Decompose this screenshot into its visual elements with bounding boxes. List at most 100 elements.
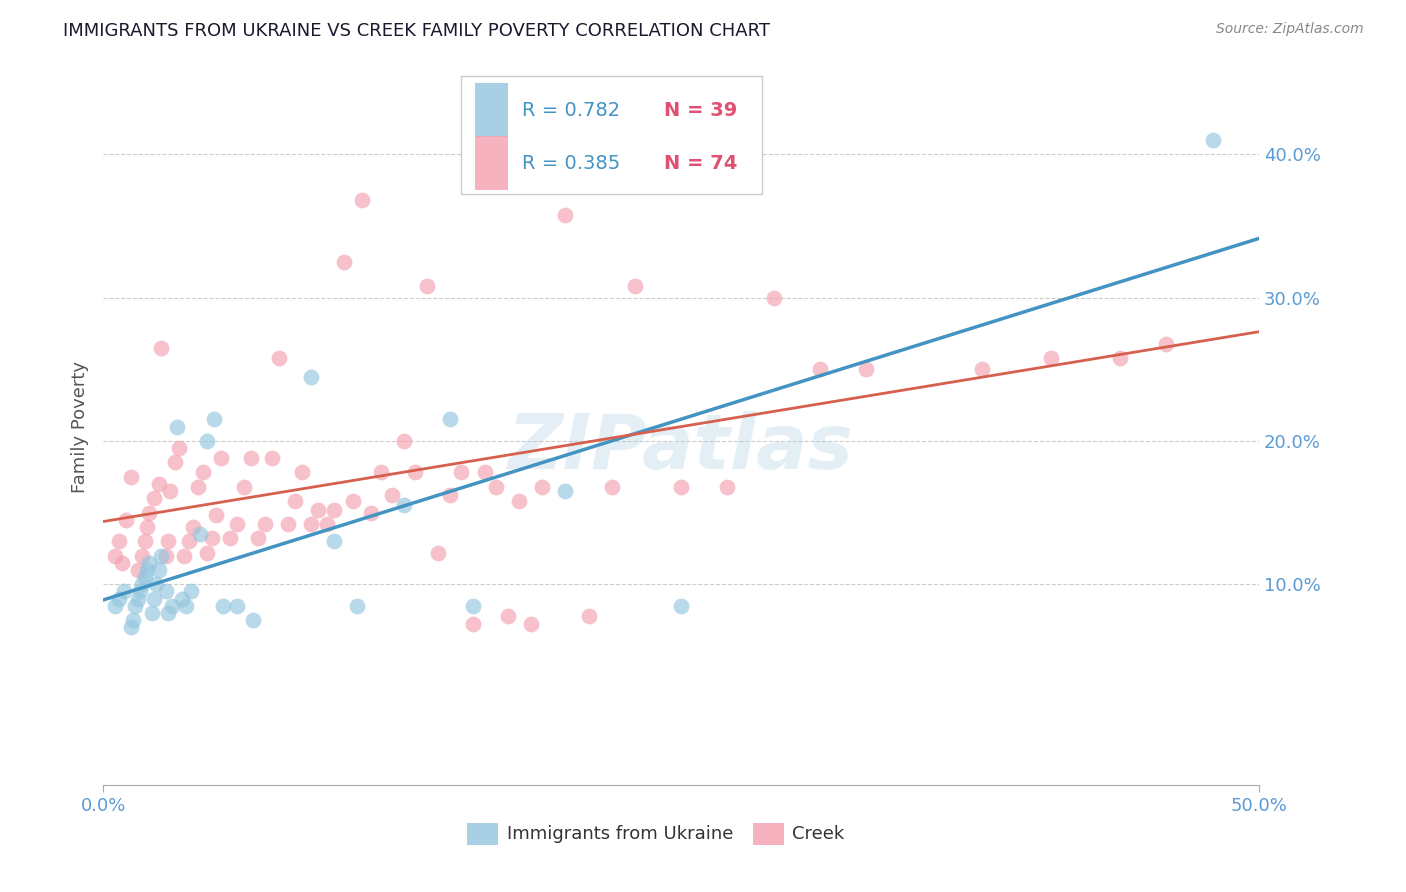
Point — [242, 613, 264, 627]
Point — [209, 451, 232, 466]
Point — [332, 255, 354, 269]
Point — [323, 502, 346, 516]
Point — [141, 606, 163, 620]
Point — [131, 577, 153, 591]
Point — [669, 599, 692, 613]
Point — [226, 599, 249, 613]
Y-axis label: Family Poverty: Family Poverty — [72, 360, 89, 492]
Point — [149, 341, 172, 355]
Point — [247, 532, 270, 546]
Point — [233, 480, 256, 494]
Point — [143, 491, 166, 506]
Point — [112, 584, 135, 599]
Point — [104, 549, 127, 563]
Point — [104, 599, 127, 613]
Point — [111, 556, 134, 570]
Point — [191, 466, 214, 480]
Point — [291, 466, 314, 480]
Point — [439, 412, 461, 426]
Point — [716, 480, 738, 494]
Point — [404, 466, 426, 480]
Point — [531, 480, 554, 494]
Point — [342, 494, 364, 508]
Point — [188, 527, 211, 541]
Point — [124, 599, 146, 613]
Text: N = 39: N = 39 — [664, 101, 737, 120]
Point — [392, 434, 415, 448]
Text: Immigrants from Ukraine: Immigrants from Ukraine — [506, 825, 733, 843]
Point — [173, 549, 195, 563]
Point — [219, 532, 242, 546]
Point — [155, 584, 177, 599]
Point — [120, 469, 142, 483]
Point — [427, 546, 450, 560]
Point — [600, 480, 623, 494]
Point — [162, 599, 184, 613]
Point — [1109, 351, 1132, 365]
Point — [187, 480, 209, 494]
Text: R = 0.385: R = 0.385 — [522, 153, 620, 172]
Point — [134, 570, 156, 584]
Text: ZIPatlas: ZIPatlas — [508, 411, 853, 485]
Point — [392, 499, 415, 513]
Point — [149, 549, 172, 563]
Point — [156, 606, 179, 620]
Point — [474, 466, 496, 480]
Point — [267, 351, 290, 365]
Point — [360, 506, 382, 520]
Point — [1202, 133, 1225, 147]
Point — [350, 194, 373, 208]
Point — [1156, 336, 1178, 351]
Point — [212, 599, 235, 613]
Point — [136, 520, 159, 534]
Text: IMMIGRANTS FROM UKRAINE VS CREEK FAMILY POVERTY CORRELATION CHART: IMMIGRANTS FROM UKRAINE VS CREEK FAMILY … — [63, 22, 770, 40]
Point — [129, 584, 152, 599]
Point — [307, 502, 329, 516]
Point — [145, 577, 167, 591]
Point — [181, 520, 204, 534]
Point — [461, 617, 484, 632]
Point — [520, 617, 543, 632]
Point — [138, 506, 160, 520]
Point — [260, 451, 283, 466]
Point — [554, 484, 576, 499]
Point — [284, 494, 307, 508]
Point — [496, 608, 519, 623]
Point — [205, 508, 228, 523]
Point — [578, 608, 600, 623]
Point — [762, 291, 785, 305]
Point — [195, 434, 218, 448]
Point — [316, 516, 339, 531]
Point — [855, 362, 877, 376]
FancyBboxPatch shape — [461, 76, 762, 194]
Point — [277, 516, 299, 531]
Point — [148, 563, 170, 577]
Text: Source: ZipAtlas.com: Source: ZipAtlas.com — [1216, 22, 1364, 37]
Point — [240, 451, 263, 466]
Point — [323, 534, 346, 549]
Text: N = 74: N = 74 — [664, 153, 737, 172]
Point — [201, 532, 224, 546]
Point — [450, 466, 472, 480]
Point — [163, 455, 186, 469]
Point — [508, 494, 530, 508]
Point — [170, 591, 193, 606]
Point — [134, 534, 156, 549]
Point — [416, 279, 439, 293]
FancyBboxPatch shape — [475, 136, 508, 190]
Point — [138, 556, 160, 570]
Point — [226, 516, 249, 531]
Point — [346, 599, 368, 613]
Point — [485, 480, 508, 494]
Point — [136, 563, 159, 577]
Point — [166, 419, 188, 434]
Point — [808, 362, 831, 376]
FancyBboxPatch shape — [475, 83, 508, 136]
Point — [669, 480, 692, 494]
Text: R = 0.782: R = 0.782 — [522, 101, 620, 120]
Point — [122, 613, 145, 627]
Point — [108, 534, 131, 549]
Point — [381, 488, 404, 502]
Point — [131, 549, 153, 563]
Point — [202, 412, 225, 426]
